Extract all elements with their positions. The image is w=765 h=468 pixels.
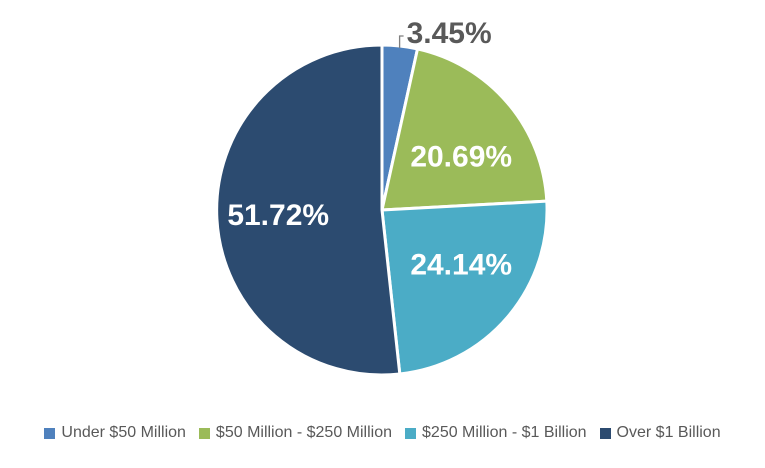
legend-item-250m-1b: $250 Million - $1 Billion	[405, 424, 587, 442]
pie-slice-1	[380, 47, 549, 212]
pie-slice-3	[215, 43, 402, 377]
slice-label-0: 3.45%	[407, 17, 492, 50]
legend-label: $250 Million - $1 Billion	[422, 424, 587, 441]
leader-line	[398, 35, 404, 48]
slice-label-1: 20.69%	[410, 141, 512, 174]
legend-swatch-icon	[44, 427, 56, 439]
chart-legend: Under $50 Million $50 Million - $250 Mil…	[0, 424, 765, 442]
pie-slice-2	[380, 199, 549, 376]
legend-swatch-icon	[405, 427, 417, 439]
legend-item-50m-250m: $50 Million - $250 Million	[198, 424, 393, 442]
legend-label: $50 Million - $250 Million	[215, 424, 393, 441]
slice-label-3: 51.72%	[227, 199, 329, 232]
pie-chart: 3.45% 20.69% 24.14% 51.72%	[215, 17, 549, 377]
legend-item-over-1b: Over $1 Billion	[599, 424, 721, 442]
legend-swatch-icon	[198, 427, 210, 439]
legend-label: Under $50 Million	[61, 424, 186, 441]
legend-item-under-50m: Under $50 Million	[44, 424, 186, 442]
legend-label: Over $1 Billion	[616, 424, 721, 441]
legend-swatch-icon	[599, 427, 611, 439]
slice-label-2: 24.14%	[410, 248, 512, 281]
